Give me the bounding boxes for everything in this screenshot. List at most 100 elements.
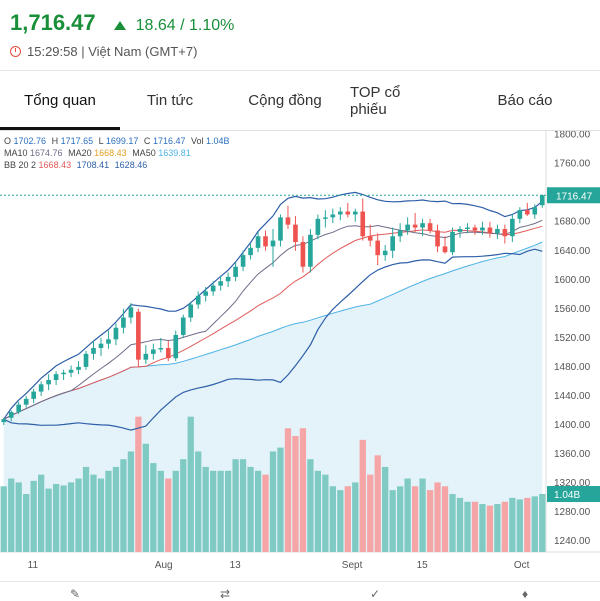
volume-bar [531,496,538,552]
x-tick-label: 15 [417,560,429,571]
candle-body [390,236,395,251]
volume-bar [374,455,381,552]
candle-body [330,214,336,218]
candle-body [158,348,164,350]
tab-news[interactable]: Tin tức [120,71,220,130]
candle-body [173,334,179,359]
candle-body [143,353,149,360]
volume-bar [434,482,441,552]
bb-lower-value: 1628.46 [114,160,148,170]
candle-body [165,348,171,359]
volume-bar [142,443,149,552]
volume-bar [112,466,120,552]
h-label: H [51,136,59,146]
volume-bar [135,416,142,552]
o-label: O [4,136,12,146]
candle-body [46,379,51,385]
ma50-value: 1639.81 [158,148,191,158]
candle-body [278,217,283,241]
volume-bar [524,497,531,552]
candle-body [91,348,96,354]
candle-body [293,224,298,243]
volume-bar [411,486,419,552]
y-tick-label: 1480.00 [554,362,591,373]
bb-lower-line [3,248,543,431]
tab-top-stocks[interactable]: TOP cổ phiếu [350,71,450,130]
candle-body [397,230,403,237]
volume-bar [165,478,172,552]
y-tick-label: 1800.00 [554,131,591,141]
y-tick-label: 1280.00 [554,507,591,518]
candle-body [323,217,328,219]
volume-bar [299,428,307,552]
candle-body [240,255,246,267]
candle-body [233,266,238,277]
x-tick-label: 13 [230,560,242,571]
volume-bar [105,470,112,552]
candle-body [345,211,351,215]
volume-bar [501,501,509,552]
candle-body [121,317,126,328]
candle-body [1,419,7,423]
price-chart[interactable]: 1800.001760.001720.001680.001640.001600.… [0,131,600,581]
candle-body [442,246,448,253]
swap-icon[interactable]: ⇄ [219,587,231,601]
volume-bar [232,459,239,552]
volume-bar [509,497,516,552]
volume-bar [269,451,277,552]
x-tick-label: 11 [28,560,39,571]
candle-body [151,349,156,354]
candle-body [412,224,418,228]
volume-bar [494,504,501,552]
y-tick-label: 1320.00 [554,478,591,489]
candle-body [16,404,22,412]
candle-body [31,391,36,399]
volume-bar [180,459,187,552]
bulb-icon[interactable]: ♦ [521,587,529,601]
candle-body [218,281,223,286]
change-value: 18.64 / 1.10% [135,17,235,34]
tab-label: TOP cổ phiếu [350,83,401,118]
volume-bar [441,486,449,552]
chart-area[interactable]: 1800.001760.001720.001680.001640.001600.… [0,131,600,581]
candle-body [502,228,508,237]
candle-body [420,223,425,228]
candle-body [180,317,186,335]
tab-community[interactable]: Cộng đồng [220,71,350,130]
x-tick-label: Oct [514,560,530,571]
last-price-badge [547,187,600,204]
candle-body [480,227,485,231]
volume-bar [314,470,322,552]
volume-bar [359,439,366,552]
y-tick-label: 1360.00 [554,449,591,460]
y-tick-label: 1520.00 [554,333,591,344]
volume-bar [202,466,209,552]
volume-bar [471,501,479,552]
candle-body [517,210,523,219]
tab-label: Báo cáo [497,92,553,109]
candle-body [76,366,81,370]
high-value: 1717.65 [60,136,94,146]
tab-overview[interactable]: Tổng quan [0,71,120,130]
volume-bar [217,470,224,552]
y-tick-label: 1760.00 [554,159,591,170]
ma50-label: MA50 [132,148,156,158]
trading-time: 15:29:58 | Việt Nam (GMT+7) [27,44,198,59]
candle-body [375,240,381,256]
y-tick-label: 1440.00 [554,391,591,402]
tab-reports[interactable]: Báo cáo [450,71,600,130]
ma-legend: MA10 1674.76 MA20 1668.43 MA50 1639.81 [4,148,194,158]
candle-body [300,242,306,267]
check-icon[interactable]: ✓ [369,587,381,601]
volume-bar [404,478,411,552]
volume-bar [0,486,7,552]
volume-bar [30,480,37,552]
volume-bar [90,474,97,552]
ma10-label: MA10 [4,148,28,158]
open-value: 1702.76 [13,136,47,146]
volume-bar [292,436,299,552]
candle-body [203,291,209,296]
volume-bar [97,478,105,552]
pencil-icon[interactable]: ✎ [69,587,81,601]
candle-body [255,236,261,248]
